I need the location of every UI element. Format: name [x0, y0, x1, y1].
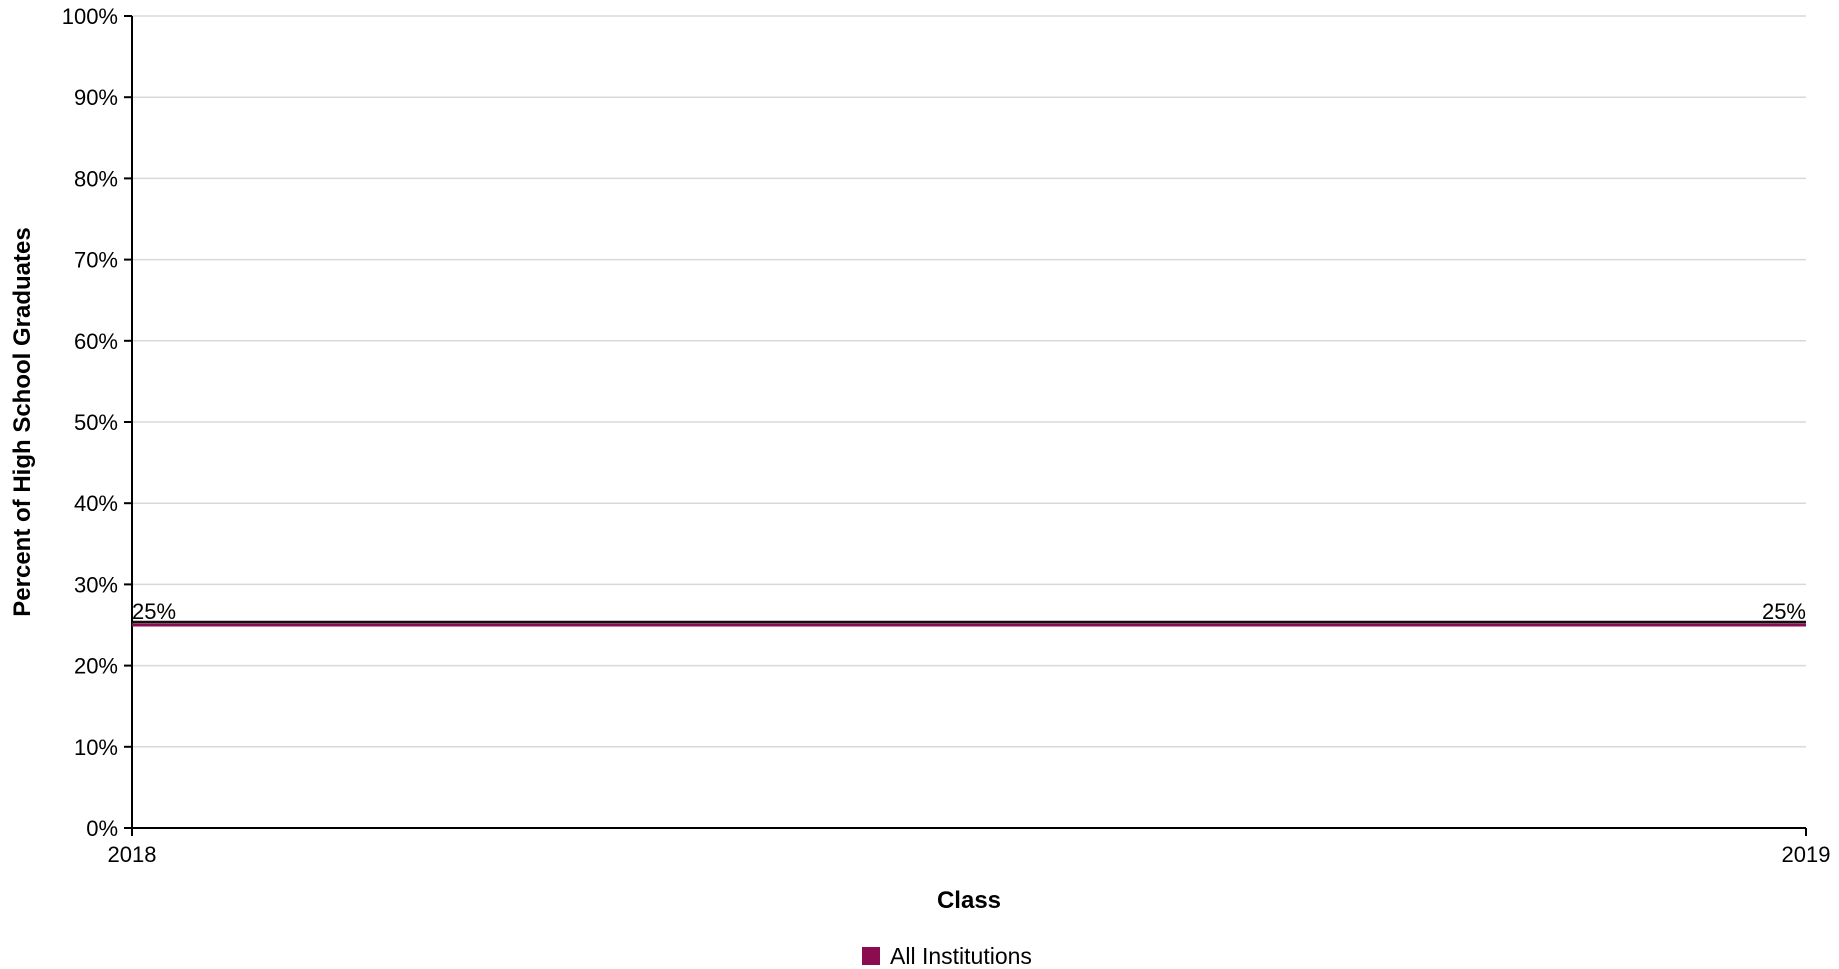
legend-swatch [862, 947, 880, 965]
y-tick-label: 50% [74, 410, 118, 435]
y-tick-label: 60% [74, 329, 118, 354]
x-tick-label: 2019 [1782, 842, 1831, 867]
grid-lines [132, 15, 1806, 748]
y-tick-label: 70% [74, 248, 118, 273]
y-tick-label: 0% [86, 816, 118, 841]
y-axis-ticks: 0% 10% 20% 30% 40% 50% 60% 70% 80% 90% 100% [62, 4, 132, 841]
y-tick-label: 80% [74, 166, 118, 191]
legend[interactable]: All Institutions [862, 943, 1032, 969]
x-axis-title: Class [937, 887, 1001, 914]
legend-label: All Institutions [890, 943, 1032, 969]
y-tick-label: 40% [74, 491, 118, 516]
y-tick-label: 10% [74, 735, 118, 760]
data-labels: 25% 25% [132, 599, 1806, 624]
series-lines [131, 620, 1807, 627]
x-tick-label: 2018 [108, 842, 157, 867]
data-label: 25% [1762, 599, 1806, 624]
x-axis-ticks: 2018 2019 [108, 828, 1831, 867]
y-tick-label: 30% [74, 572, 118, 597]
y-axis-title: Percent of High School Graduates [9, 227, 36, 616]
y-tick-label: 90% [74, 85, 118, 110]
y-tick-label: 100% [62, 4, 118, 29]
y-tick-label: 20% [74, 654, 118, 679]
data-label: 25% [132, 599, 176, 624]
